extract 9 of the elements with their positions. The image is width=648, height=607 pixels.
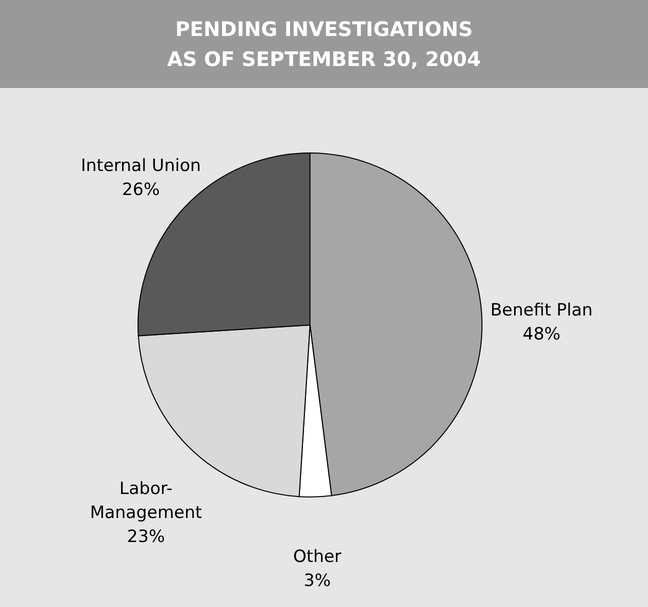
slice-label: Benefit Plan [490,300,593,320]
chart-title: PENDING INVESTIGATIONS AS OF SEPTEMBER 30, 2004 [166,16,482,73]
data-label: 48% [522,324,560,344]
data-label: 23% [127,527,165,548]
data-label: 26% [122,180,160,200]
data-label: 3% [304,570,331,591]
slice-label: Other [293,546,342,567]
slice-label: Internal Union [80,156,201,176]
slice-label: Labor-Management [90,479,202,524]
